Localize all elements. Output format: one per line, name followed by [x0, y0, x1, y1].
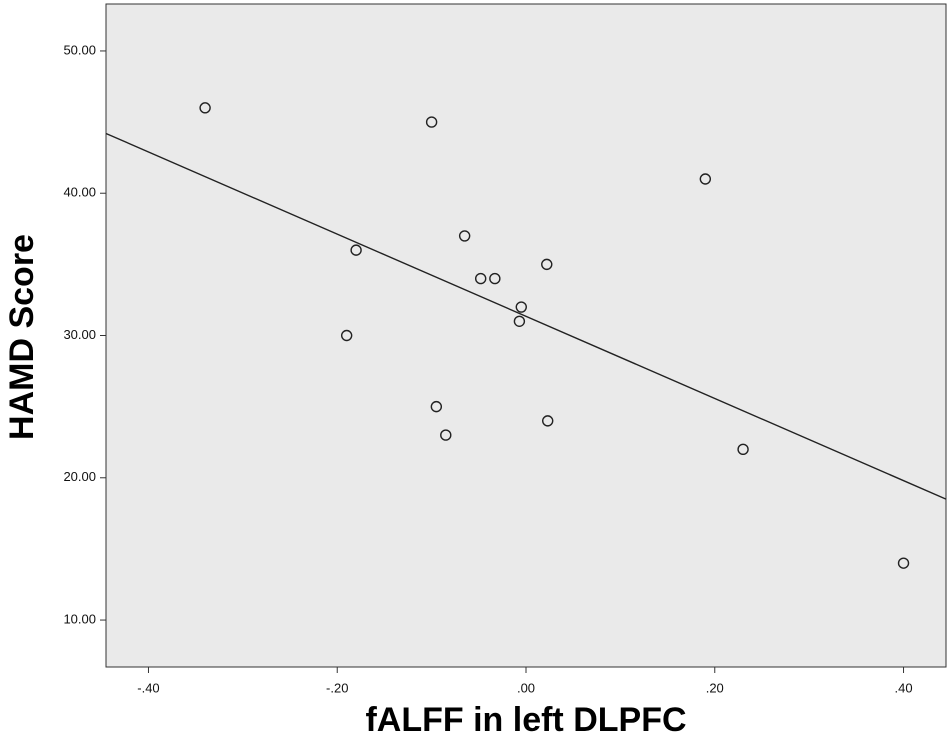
data-point: [515, 301, 527, 313]
data-point: [458, 230, 471, 242]
y-tick-label: 10.00: [63, 611, 96, 626]
data-point: [430, 400, 443, 413]
x-axis: -.40 -.20 .00 .20 .40: [137, 667, 913, 695]
data-point: [897, 557, 910, 569]
data-point: [542, 415, 554, 427]
regression-line: [105, 132, 947, 500]
data-point: [737, 443, 749, 456]
x-tick-label: -.40: [137, 680, 159, 695]
data-point: [474, 272, 487, 285]
y-tick-label: 50.00: [63, 42, 96, 57]
data-point: [425, 116, 438, 128]
y-tick-label: 30.00: [63, 327, 96, 342]
data-point: [340, 329, 353, 342]
y-axis: 10.00 20.00 30.00 40.00 50.00: [63, 42, 106, 626]
x-tick-label: .00: [517, 680, 535, 695]
data-point: [199, 102, 211, 114]
plot-area: [105, 3, 947, 668]
data-points: [199, 102, 910, 569]
data-point: [699, 173, 712, 185]
x-axis-title: fALFF in left DLPFC: [365, 701, 686, 739]
data-point: [513, 315, 526, 327]
data-point: [350, 244, 362, 256]
x-tick-label: .40: [894, 680, 912, 695]
x-tick-label: .20: [706, 680, 724, 695]
data-point: [440, 429, 452, 441]
data-point: [541, 258, 553, 271]
y-tick-label: 40.00: [63, 185, 96, 200]
y-tick-label: 20.00: [63, 469, 96, 484]
data-point: [489, 272, 501, 285]
y-axis-title: HAMD Score: [3, 234, 41, 440]
x-tick-label: -.20: [326, 680, 348, 695]
